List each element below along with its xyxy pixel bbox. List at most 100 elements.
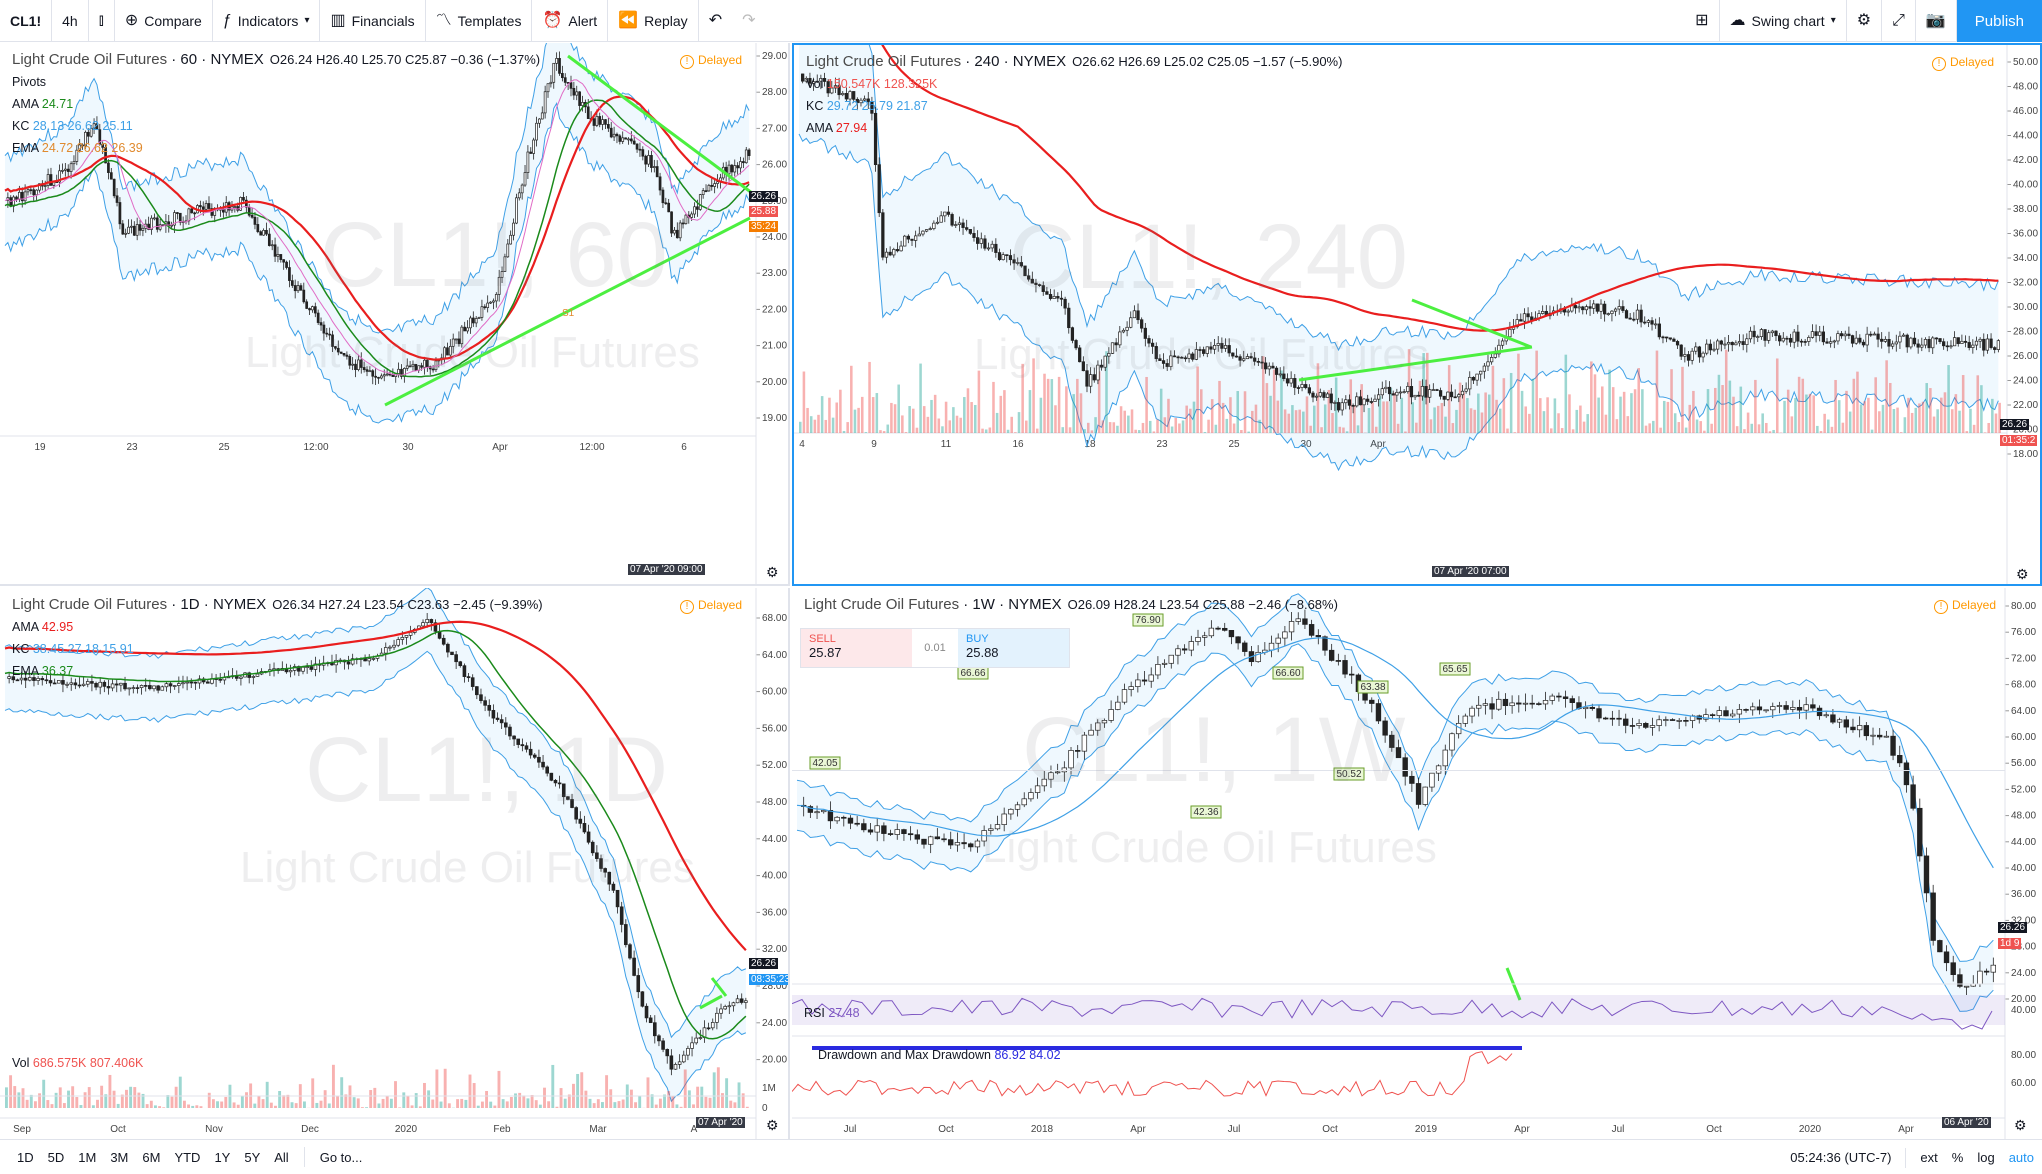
chart-canvas-240[interactable]: 50.0048.0046.0044.0042.0040.0038.0036.00… (794, 45, 2040, 584)
ext-toggle[interactable]: ext (1920, 1150, 1938, 1165)
volume-bar (1185, 405, 1188, 433)
chart-pane-1d[interactable]: 68.00 64.00 60.00 56.00 52.00 48.00 44.00 40.00… (0, 588, 790, 1139)
settings-button[interactable]: ⚙ (1847, 0, 1883, 42)
gear-icon[interactable]: ⚙ (2016, 566, 2029, 582)
interval-button[interactable]: 4h (52, 0, 89, 42)
gear-icon[interactable]: ⚙ (766, 1117, 779, 1133)
replay-button[interactable]: ⏪ Replay (608, 0, 699, 42)
financials-button[interactable]: ▥ Financials (320, 0, 426, 42)
snapshot-button[interactable]: 📷 (1916, 0, 1957, 42)
indicator-drawdown[interactable]: Drawdown and Max Drawdown 86.92 84.02 (818, 1048, 1061, 1062)
chevron-down-icon[interactable]: ▾ (304, 14, 310, 26)
fullscreen-button[interactable]: ⤢ (1882, 0, 1916, 42)
redo-button[interactable]: ↷ (732, 0, 765, 42)
percent-toggle[interactable]: % (1951, 1150, 1964, 1165)
candle-body (1854, 337, 1858, 344)
candle-body (640, 991, 645, 1007)
volume-bar (1487, 394, 1491, 433)
indicator-kc[interactable]: KC 28.13 26.62 25.11 (12, 119, 133, 133)
chart-pane-60[interactable]: 29.0028.0027.0026.0025.0024.0023.0022.00… (0, 43, 790, 586)
candle-body (1300, 384, 1304, 388)
candle-body (1825, 341, 1829, 344)
gear-icon[interactable]: ⚙ (766, 564, 779, 580)
range-5y[interactable]: 5Y (244, 1149, 261, 1165)
candle-body (541, 761, 545, 768)
candle-body (1832, 340, 1836, 343)
range-ytd[interactable]: YTD (174, 1149, 201, 1165)
candle-body (408, 365, 412, 368)
indicator-ema[interactable]: EMA 36.37 (12, 664, 73, 678)
volume-bar (1943, 392, 1947, 433)
candle-body (193, 681, 198, 684)
indicator-vol[interactable]: Vol 686.575K 807.406K (12, 1056, 143, 1070)
delayed-badge[interactable]: ! Delayed (1931, 55, 1994, 71)
delayed-badge[interactable]: ! Delayed (679, 598, 742, 614)
candle-body (1464, 388, 1468, 392)
volume-bar (745, 1106, 749, 1108)
candle-body (156, 685, 160, 691)
chart-type-button[interactable]: ⫾ (89, 0, 115, 42)
log-toggle[interactable]: log (1977, 1150, 1995, 1165)
volume-bar (207, 1092, 211, 1108)
candle-body (549, 81, 553, 85)
gear-icon[interactable]: ⚙ (2014, 1117, 2027, 1133)
auto-toggle[interactable]: auto (2008, 1150, 2034, 1165)
range-1y[interactable]: 1Y (214, 1149, 231, 1165)
volume-bar (1316, 363, 1320, 433)
layout-button[interactable]: ⊞ (1685, 0, 1720, 42)
candle-body (1048, 772, 1054, 780)
indicator-ama[interactable]: AMA 24.71 (12, 97, 73, 111)
range-1d[interactable]: 1D (17, 1149, 34, 1165)
chart-canvas-60[interactable]: 29.0028.0027.0026.0025.0024.0023.0022.00… (0, 43, 790, 586)
volume-bar (1703, 430, 1706, 433)
undo-button[interactable]: ↶ (699, 0, 732, 42)
volume-bar (1535, 350, 1538, 433)
layout-name-button[interactable]: ☁ Swing chart ▾ (1720, 0, 1847, 42)
volume-bar (1112, 422, 1116, 433)
sell-button[interactable]: SELL 25.87 (801, 629, 912, 667)
time-axis-label: Apr (1370, 439, 1386, 450)
range-all[interactable]: All (274, 1149, 289, 1165)
candle-body (686, 1048, 690, 1056)
indicators-button[interactable]: ƒ Indicators ▾ (213, 0, 321, 42)
goto-button[interactable]: Go to... (319, 1149, 363, 1165)
buy-button[interactable]: BUY 25.88 (958, 629, 1069, 667)
indicator-kc[interactable]: KC 38.45 27.18 15.91 (12, 642, 134, 656)
volume-bar (1057, 376, 1061, 433)
chart-pane-240[interactable]: 50.00 48.00 46.00 44.00 42.00 40.00 38.00 36.00… (792, 43, 2042, 586)
indicator-ema[interactable]: EMA 24.72 26.62 26.39 (12, 141, 143, 155)
indicator-pivots[interactable]: Pivots (12, 75, 46, 89)
candle-body (469, 317, 472, 329)
time-axis-label: Oct (110, 1124, 126, 1135)
volume-bar (431, 1099, 435, 1108)
candle-body (650, 155, 653, 168)
range-1m[interactable]: 1M (78, 1149, 97, 1165)
volume-bar (1097, 371, 1101, 433)
chart-canvas-1d[interactable]: 68.0064.0060.0056.0052.0048.0044.0040.00… (0, 588, 790, 1139)
symbol-search[interactable]: CL1! (0, 0, 53, 42)
candle-body (1315, 635, 1321, 638)
candle-body (1148, 674, 1154, 682)
indicator-ama[interactable]: AMA 27.94 (806, 121, 867, 135)
alert-button[interactable]: ⏰ Alert (532, 0, 609, 42)
range-6m[interactable]: 6M (142, 1149, 161, 1165)
indicator-kc[interactable]: KC 29.72 25.79 21.87 (806, 99, 928, 113)
chart-pane-1w[interactable]: 80.00 76.00 72.00 68.00 64.00 60.00 56.00 52.00… (792, 588, 2042, 1139)
indicator-ama[interactable]: AMA 42.95 (12, 620, 73, 634)
clock-display[interactable]: 05:24:36 (UTC-7) (1790, 1150, 1892, 1165)
compare-button[interactable]: ⊕ Compare (115, 0, 213, 42)
indicator-vol[interactable]: Vol 150.547K 128.325K (806, 77, 937, 91)
candle-body (48, 680, 53, 684)
candle-body (1938, 338, 1942, 342)
range-5d[interactable]: 5D (47, 1149, 65, 1165)
candle-body (901, 829, 907, 835)
templates-button[interactable]: 〽 Templates (426, 0, 533, 42)
delayed-badge[interactable]: ! Delayed (679, 53, 742, 69)
volume-bar (1940, 397, 1943, 433)
indicator-rsi[interactable]: RSI 27.48 (804, 1006, 860, 1020)
chart-canvas-1w[interactable]: 80.0076.0072.0068.0064.0060.0056.0052.00… (792, 588, 2042, 1139)
publish-button[interactable]: Publish (1956, 0, 2042, 42)
delayed-badge[interactable]: ! Delayed (1933, 598, 1996, 614)
range-3m[interactable]: 3M (110, 1149, 129, 1165)
